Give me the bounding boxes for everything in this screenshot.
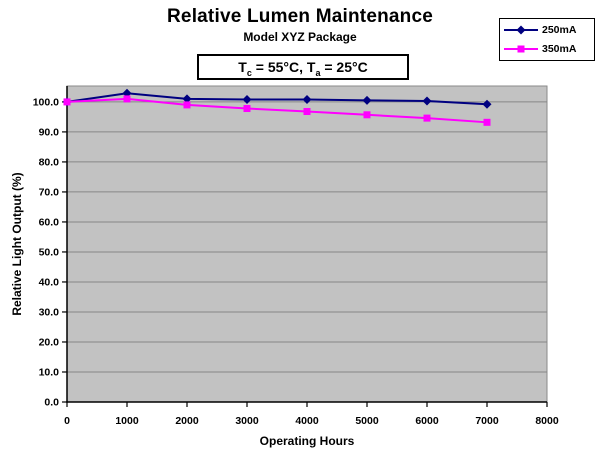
legend-label-350ma: 350mA xyxy=(542,43,577,56)
x-tick-label: 3000 xyxy=(235,415,259,427)
y-tick-label: 0.0 xyxy=(44,397,59,409)
condition-text-part: T xyxy=(238,59,247,75)
data-point-marker-350ma xyxy=(63,98,71,106)
y-tick-label: 30.0 xyxy=(39,306,60,318)
data-point-marker-350ma xyxy=(483,118,491,126)
condition-annotation-box: Tc = 55°C, Ta = 25°C xyxy=(197,54,409,80)
series-line-350ma xyxy=(66,97,488,124)
x-tick-label: 0 xyxy=(64,415,70,427)
condition-text-part: = 25°C xyxy=(320,59,368,75)
y-tick-label: 70.0 xyxy=(39,186,60,198)
x-tick-label: 4000 xyxy=(295,415,319,427)
legend-diamond-line-icon xyxy=(504,25,538,35)
data-point-marker-350ma xyxy=(423,114,431,122)
x-tick-label: 2000 xyxy=(175,415,199,427)
y-tick-label: 40.0 xyxy=(39,276,60,288)
data-point-marker-350ma xyxy=(183,101,191,109)
y-tick-label: 90.0 xyxy=(39,126,60,138)
legend-box: 250mA 350mA xyxy=(499,18,595,61)
chart-subtitle: Model XYZ Package xyxy=(243,30,357,44)
y-tick-label: 80.0 xyxy=(39,156,60,168)
data-point-marker-250ma xyxy=(182,94,192,104)
x-tick-label: 6000 xyxy=(415,415,439,427)
legend-item-250ma: 250mA xyxy=(503,21,591,38)
chart-title: Relative Lumen Maintenance xyxy=(167,6,433,27)
y-axis-title: Relative Light Output (%) xyxy=(10,172,24,316)
data-point-marker-350ma xyxy=(123,95,131,103)
x-tick-label: 8000 xyxy=(535,415,559,427)
y-tick-label: 60.0 xyxy=(39,216,60,228)
legend-item-350ma: 350mA xyxy=(503,41,591,58)
data-point-marker-250ma xyxy=(482,99,492,109)
x-tick-label: 7000 xyxy=(475,415,499,427)
data-point-marker-250ma xyxy=(422,96,432,106)
x-tick-label: 1000 xyxy=(115,415,139,427)
series-line-250ma xyxy=(66,92,488,106)
data-point-marker-250ma xyxy=(302,95,312,105)
data-point-marker-350ma xyxy=(303,108,311,116)
condition-text-part: = 55°C, T xyxy=(251,59,316,75)
data-point-marker-350ma xyxy=(363,111,371,119)
x-tick-label: 5000 xyxy=(355,415,379,427)
y-tick-label: 10.0 xyxy=(39,366,60,378)
y-tick-label: 20.0 xyxy=(39,336,60,348)
condition-subscript: c xyxy=(246,67,252,78)
legend-label-250ma: 250mA xyxy=(542,23,577,36)
y-tick-label: 100.0 xyxy=(33,96,59,108)
legend-marker-350ma xyxy=(517,45,525,53)
legend-marker-250ma xyxy=(516,25,526,35)
data-point-marker-250ma xyxy=(242,95,252,105)
data-point-marker-350ma xyxy=(243,105,251,113)
condition-subscript: a xyxy=(315,67,321,78)
plot-area-background xyxy=(66,85,548,403)
data-point-marker-250ma xyxy=(362,95,372,105)
x-axis-title: Operating Hours xyxy=(259,434,355,448)
legend-square-line-icon xyxy=(504,45,538,53)
y-tick-label: 50.0 xyxy=(39,246,60,258)
